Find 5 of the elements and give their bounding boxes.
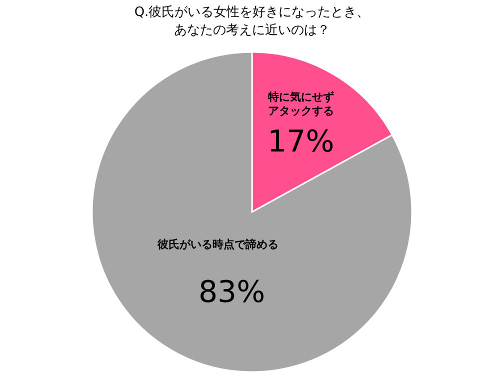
data-label: 83% [198,274,266,310]
slice-label: 彼氏がいる時点で諦める [156,238,278,251]
slice-label: 特に気にせずアタックする [266,90,334,118]
data-label: 17% [268,124,334,160]
chart-title: Q.彼氏がいる女性を好きになったとき、あなたの考えに近いのは？ [134,5,370,38]
